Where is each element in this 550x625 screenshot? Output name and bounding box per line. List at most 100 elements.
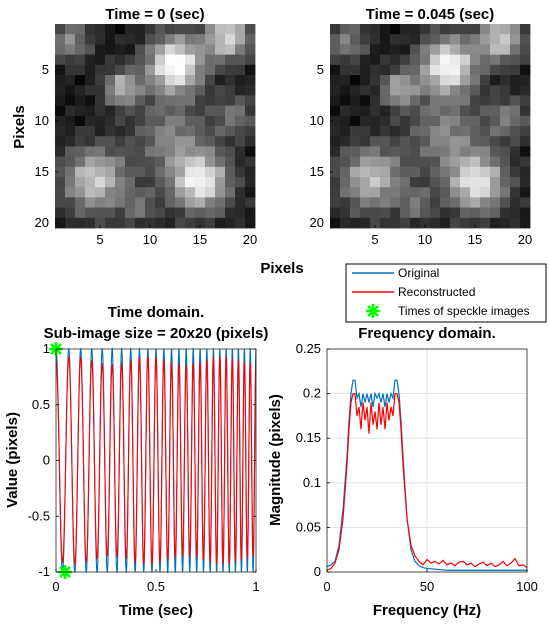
heatmap-cell	[500, 115, 511, 127]
heatmap-cell	[410, 197, 421, 208]
heatmap-cell	[185, 85, 196, 96]
heatmap-cell	[175, 64, 186, 76]
heatmap-cell	[125, 34, 136, 45]
heatmap-cell	[420, 44, 431, 55]
heatmap-cell	[55, 136, 66, 147]
heatmap-cell	[65, 34, 76, 45]
heatmap-cell	[520, 44, 531, 55]
heatmap-cell	[135, 207, 146, 219]
heatmap-cell	[420, 54, 431, 66]
heatmap-cell	[105, 105, 116, 117]
heatmap-cell	[410, 207, 421, 219]
heatmap-cell	[510, 197, 521, 208]
heatmap-cell	[380, 44, 391, 55]
heatmap-cell	[235, 34, 246, 45]
heatmap-cell	[450, 126, 461, 137]
heatmap-cell	[105, 95, 116, 106]
heatmap-cell	[460, 95, 471, 106]
heatmap-cell	[185, 44, 196, 55]
time-domain-plot: -1 -0.5 0 0.5 1 0 0.5 1	[28, 341, 260, 594]
heatmap-cell	[510, 24, 521, 35]
heatmap-cell	[360, 44, 371, 55]
heatmap-cell	[75, 126, 86, 137]
heatmap-cell	[85, 85, 96, 96]
heatmap-cell	[360, 95, 371, 106]
heatmap-cell	[410, 177, 421, 188]
heatmap-cell	[135, 85, 146, 96]
heatmap-cell	[520, 24, 531, 35]
heatmap-cell	[165, 136, 176, 147]
heatmap-cell	[165, 34, 176, 45]
heatmap-cell	[135, 177, 146, 188]
heatmap-cell	[245, 115, 256, 127]
heatmap-cell	[135, 126, 146, 137]
heatmap-cell	[245, 54, 256, 66]
heatmap-cell	[125, 95, 136, 106]
heatmap-cell	[65, 136, 76, 147]
heatmap-cell	[135, 136, 146, 147]
heatmap-cell	[215, 95, 226, 106]
heatmap-cell	[145, 95, 156, 106]
heatmap-cell	[55, 217, 66, 229]
heatmap-cell	[165, 54, 176, 66]
heatmap-cell	[510, 85, 521, 96]
x-tick-label: 50	[420, 579, 434, 594]
heatmap-cell	[145, 34, 156, 45]
heatmap-cell	[450, 177, 461, 188]
heatmap-cell	[185, 187, 196, 198]
heatmap-cell	[500, 136, 511, 147]
heatmap-cell	[65, 166, 76, 178]
heatmap-cell	[215, 44, 226, 55]
heatmap-cell	[340, 64, 351, 76]
heatmap-cell	[55, 115, 66, 127]
heatmap-cell	[520, 115, 531, 127]
heatmap-cell	[480, 95, 491, 106]
heatmap-cell	[225, 187, 236, 198]
heatmap-cell	[235, 217, 246, 229]
heatmap-cell	[245, 136, 256, 147]
heatmap-cell	[480, 44, 491, 55]
heatmap-cell	[235, 24, 246, 35]
heatmap-cell	[350, 64, 361, 76]
heatmap-cell	[245, 207, 256, 219]
heatmap-cell	[145, 187, 156, 198]
heatmap-cell	[430, 146, 441, 157]
speckle-ylabel: Pixels	[11, 105, 28, 148]
heatmap-cell	[225, 126, 236, 137]
heatmap-cell	[340, 75, 351, 86]
heatmap-cell	[215, 54, 226, 66]
heatmap-cell	[520, 136, 531, 147]
heatmap-cell	[175, 146, 186, 157]
heatmap-cell	[480, 126, 491, 137]
heatmap-cell	[370, 197, 381, 208]
heatmap-cell	[155, 156, 166, 168]
heatmap-cell	[470, 54, 481, 66]
heatmap-cell	[135, 156, 146, 168]
heatmap-cell	[350, 34, 361, 45]
heatmap-cell	[145, 75, 156, 86]
heatmap-cell	[380, 115, 391, 127]
heatmap-cell	[410, 156, 421, 168]
heatmap-cell	[95, 177, 106, 188]
heatmap-cell	[135, 217, 146, 229]
heatmap-cell	[225, 64, 236, 76]
heatmap-cell	[225, 85, 236, 96]
heatmap-cell	[115, 146, 126, 157]
heatmap-cell	[95, 197, 106, 208]
heatmap-cell	[490, 187, 501, 198]
heatmap-cell	[430, 187, 441, 198]
heatmap-cell	[500, 197, 511, 208]
heatmap-cell	[370, 166, 381, 178]
heatmap-cell	[75, 217, 86, 229]
heatmap-cell	[205, 197, 216, 208]
heatmap-cell	[115, 207, 126, 219]
heatmap-cell	[115, 115, 126, 127]
heatmap-cell	[85, 177, 96, 188]
heatmap-cell	[410, 24, 421, 35]
heatmap-cell	[235, 95, 246, 106]
heatmap-cell	[155, 75, 166, 86]
heatmap-cell	[235, 156, 246, 168]
heatmap-cell	[360, 156, 371, 168]
heatmap-cell	[165, 156, 176, 168]
heatmap-cell	[520, 146, 531, 157]
